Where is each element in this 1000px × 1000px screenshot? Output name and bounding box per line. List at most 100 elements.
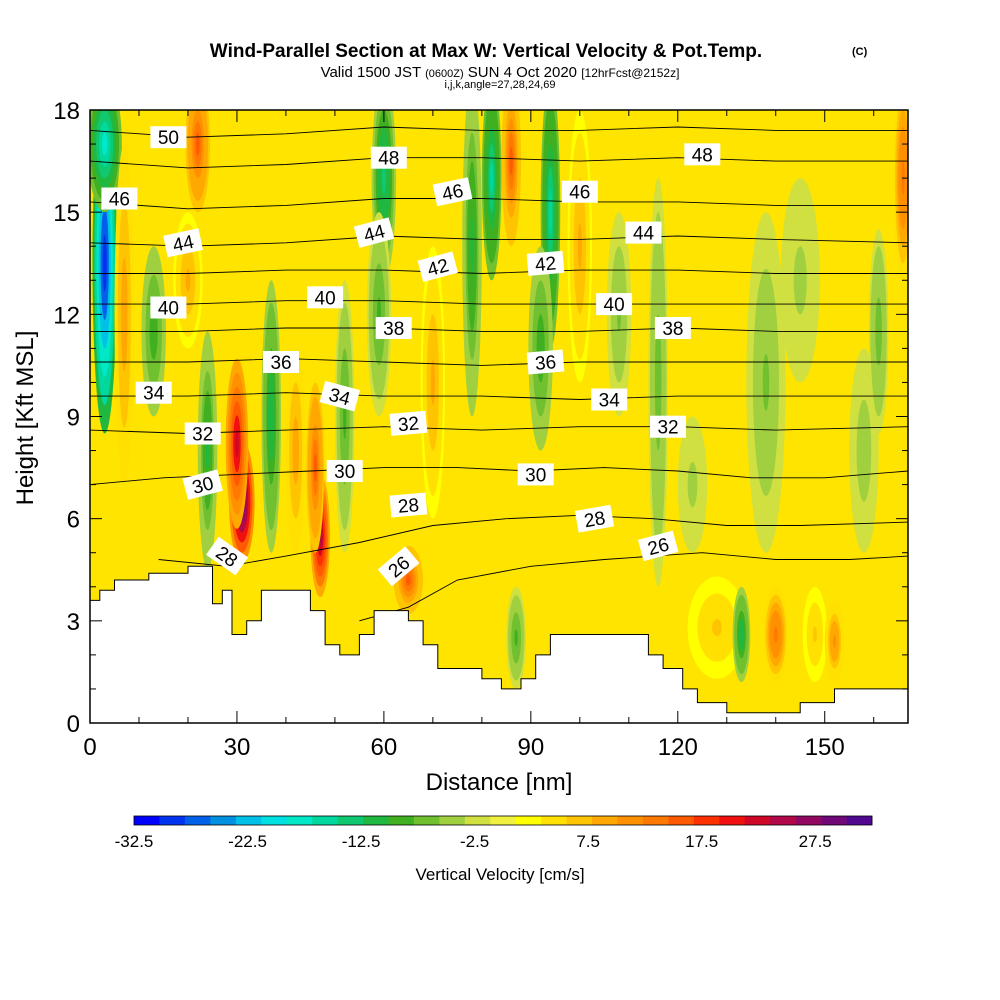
y-tick-label: 9 xyxy=(67,405,80,432)
contour-label-3: 40 xyxy=(150,296,187,320)
colorbar-tick-label: 17.5 xyxy=(685,832,718,851)
theta-contour-28 xyxy=(158,514,908,567)
colorbar-swatch xyxy=(490,816,517,825)
w-cell-20-5 xyxy=(514,629,518,647)
contour-label-6: 30 xyxy=(182,469,223,500)
contour-label-23: 30 xyxy=(517,463,554,486)
colorbar-tick-label: -22.5 xyxy=(228,832,267,851)
colorbar-swatch xyxy=(439,816,466,825)
theta-contour-38 xyxy=(90,327,908,332)
contour-label-text: 28 xyxy=(397,495,420,518)
w-cell-23-5 xyxy=(577,223,582,269)
colorbar-tick-label: -32.5 xyxy=(115,832,154,851)
contour-label-bg xyxy=(263,351,299,373)
contour-label-bg xyxy=(517,463,554,486)
indices-line: i,j,k,angle=27,28,24,69 xyxy=(444,79,555,91)
subtitle-valid: Valid 1500 JST xyxy=(321,64,421,81)
contour-label-bg xyxy=(307,286,344,309)
colorbar-swatch xyxy=(821,816,847,825)
subtitle-utc: (0600Z) xyxy=(425,68,464,80)
y-axis-label: Height [Kft MSL] xyxy=(12,331,39,506)
theta-contour-50 xyxy=(90,126,908,138)
contour-label-29: 38 xyxy=(654,317,691,340)
contour-label-text: 46 xyxy=(109,190,130,211)
w-cell-0-5 xyxy=(102,234,107,292)
subtitle-forecast: [12hrFcst@2152z] xyxy=(581,66,679,80)
y-tick-label: 6 xyxy=(67,507,80,534)
contour-label-30: 32 xyxy=(650,415,686,439)
colorbar-swatch xyxy=(795,816,822,825)
colorbar-swatch xyxy=(693,816,720,825)
contour-label-text: 30 xyxy=(334,462,355,483)
contour-label-11: 36 xyxy=(263,351,299,374)
colorbar-swatch xyxy=(541,816,567,825)
contour-label-bg xyxy=(101,187,138,210)
w-cell-7-5 xyxy=(235,429,239,458)
x-tick-label: 30 xyxy=(224,734,251,761)
colorbar-swatch xyxy=(337,816,364,825)
contour-label-text: 28 xyxy=(583,508,607,532)
contour-label-bg xyxy=(526,250,565,276)
x-tick-label: 0 xyxy=(83,734,96,761)
colorbar-swatch xyxy=(210,816,237,825)
contour-label-text: 44 xyxy=(633,224,655,245)
colorbar-swatch xyxy=(363,816,389,825)
colorbar: -32.5 -22.5 -12.5 -2.5 7.5 17.5 27.5 xyxy=(115,815,873,851)
contour-label-text: 38 xyxy=(383,319,404,340)
contour-label-bg xyxy=(319,380,361,412)
colorbar-swatch xyxy=(846,816,873,825)
chart-title: Wind-Parallel Section at Max W: Vertical… xyxy=(210,41,762,62)
contour-label-15: 46 xyxy=(432,177,473,207)
contour-label-bg xyxy=(375,317,412,339)
contour-label-bg xyxy=(135,381,172,404)
w-cell-19-5 xyxy=(509,146,513,176)
y-tick-label: 0 xyxy=(67,711,80,738)
colorbar-swatch xyxy=(184,816,211,825)
contour-label-text: 32 xyxy=(657,418,678,439)
contour-label-text: 44 xyxy=(171,232,196,257)
w-cell-34-5 xyxy=(861,433,867,468)
contour-label-17: 32 xyxy=(389,410,428,436)
contour-label-27: 48 xyxy=(684,143,721,166)
y-tick-label: 15 xyxy=(53,200,80,227)
colorbar-swatch xyxy=(413,816,440,825)
contour-label-25: 34 xyxy=(591,388,628,412)
contour-label-bg xyxy=(353,217,395,248)
w-cell-31-5 xyxy=(832,634,837,649)
x-axis-label: Distance [nm] xyxy=(426,769,573,796)
w-cell-26-5 xyxy=(690,473,695,496)
contour-label-8: 48 xyxy=(370,146,407,170)
w-cell-27-5 xyxy=(712,619,722,637)
contour-label-text: 38 xyxy=(662,319,683,340)
w-cell-25-5 xyxy=(656,348,660,417)
contour-label-28: 44 xyxy=(625,221,662,245)
w-cell-4-5 xyxy=(195,132,200,156)
w-cell-30-5 xyxy=(812,626,817,643)
w-cell-37-5 xyxy=(185,268,191,292)
colorbar-swatch xyxy=(744,816,771,825)
contour-label-text: 36 xyxy=(534,352,557,375)
colorbar-swatch xyxy=(592,816,618,825)
contour-label-21: 42 xyxy=(526,250,565,276)
contour-label-text: 32 xyxy=(192,425,213,446)
contour-label-bg xyxy=(650,415,686,438)
contour-label-text: 46 xyxy=(569,183,590,204)
colorbar-swatch xyxy=(235,816,262,825)
contour-label-5: 32 xyxy=(184,422,221,446)
contour-label-bg xyxy=(574,504,615,533)
colorbar-swatch xyxy=(770,816,796,825)
colorbar-swatch xyxy=(566,816,593,825)
contour-label-bg xyxy=(389,410,428,436)
colorbar-swatch xyxy=(617,816,644,825)
w-cell-21-5 xyxy=(548,189,553,235)
colorbar-frame xyxy=(133,815,873,826)
contour-label-bg xyxy=(684,143,721,166)
colorbar-swatch xyxy=(286,816,313,825)
contour-label-18: 28 xyxy=(389,492,428,518)
colorbar-swatch xyxy=(515,816,542,825)
contour-label-text: 50 xyxy=(158,128,179,149)
colorbar-swatch xyxy=(134,816,160,825)
plot-area: 5046444034323028484440363430384642322826… xyxy=(90,110,908,723)
